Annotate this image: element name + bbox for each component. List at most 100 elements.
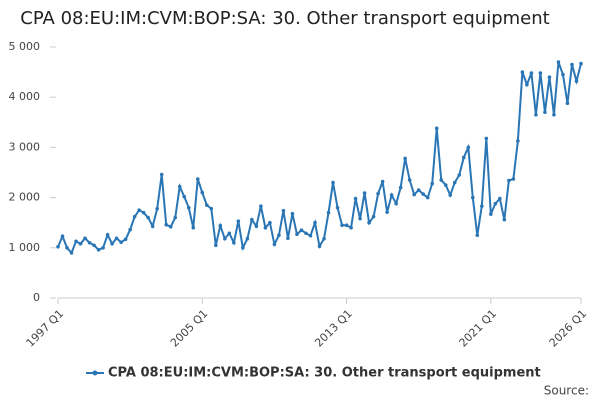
point <box>92 243 96 248</box>
point <box>344 223 349 228</box>
point <box>268 220 272 225</box>
y-tick-label: 5 000 <box>9 40 41 53</box>
point <box>69 251 74 255</box>
point <box>470 195 475 200</box>
point <box>322 236 326 241</box>
point <box>461 155 466 160</box>
point <box>195 177 200 181</box>
point <box>200 190 205 195</box>
point <box>398 185 403 190</box>
point <box>493 201 498 206</box>
point <box>254 224 259 229</box>
point <box>78 241 83 246</box>
point <box>182 194 187 199</box>
point <box>534 112 538 117</box>
point <box>272 242 277 247</box>
point <box>87 240 92 245</box>
point <box>209 206 214 211</box>
point <box>475 233 480 238</box>
point <box>146 215 150 220</box>
point <box>466 145 471 150</box>
point <box>362 191 367 195</box>
x-tick-label: 2021 Q1 <box>457 307 500 350</box>
legend-marker <box>92 370 98 376</box>
point <box>452 180 457 185</box>
point <box>308 233 313 238</box>
point <box>132 214 137 219</box>
source: Source: <box>544 384 589 398</box>
y-tick-label: 1 000 <box>9 241 41 254</box>
x-tick-label: 2005 Q1 <box>168 307 211 350</box>
point <box>114 236 119 241</box>
point <box>326 210 331 215</box>
point <box>552 112 556 117</box>
x-tick-label: 2026 Q1 <box>547 307 590 350</box>
point <box>128 227 132 232</box>
point <box>218 223 223 228</box>
point <box>74 239 78 244</box>
point <box>191 225 196 230</box>
point <box>367 220 371 225</box>
point <box>110 241 114 246</box>
point <box>232 240 236 245</box>
point <box>65 246 69 250</box>
point <box>480 204 484 208</box>
point <box>389 193 394 197</box>
point <box>259 204 263 208</box>
point <box>403 156 407 161</box>
point <box>317 244 322 249</box>
point <box>394 201 398 206</box>
point <box>83 236 87 241</box>
point <box>137 208 141 212</box>
point <box>579 61 583 66</box>
point <box>204 203 209 207</box>
point <box>286 236 290 241</box>
point <box>520 70 525 74</box>
point <box>214 243 218 248</box>
point <box>141 210 146 215</box>
x-tick-label: 2013 Q1 <box>312 307 355 350</box>
point <box>159 172 164 177</box>
point <box>277 233 281 238</box>
point <box>250 217 254 222</box>
point <box>299 228 304 233</box>
point <box>304 231 308 236</box>
y-tick-label: 0 <box>33 291 40 304</box>
point <box>412 192 416 197</box>
point <box>407 178 412 182</box>
point <box>119 240 123 245</box>
point <box>538 71 543 75</box>
point <box>457 173 462 177</box>
point <box>123 237 128 242</box>
point <box>498 196 502 201</box>
point <box>349 225 353 230</box>
point <box>543 110 547 115</box>
point <box>358 216 362 221</box>
point <box>60 234 65 239</box>
point <box>448 193 453 197</box>
point <box>353 196 358 201</box>
point <box>236 219 241 223</box>
point <box>421 192 425 196</box>
point <box>263 225 268 230</box>
point <box>164 222 169 227</box>
point <box>173 215 178 220</box>
line <box>57 61 582 255</box>
legend-label: CPA 08:EU:IM:CVM:BOP:SA: 30. Other trans… <box>108 366 541 381</box>
point <box>56 244 60 249</box>
point <box>489 212 493 216</box>
point <box>186 205 191 210</box>
point <box>241 246 245 250</box>
point <box>507 178 511 183</box>
point <box>547 75 552 79</box>
y-tick-label: 2 000 <box>9 191 41 204</box>
point <box>511 177 516 181</box>
point <box>295 232 299 237</box>
point <box>439 178 444 182</box>
point <box>380 179 385 184</box>
point <box>385 210 389 214</box>
point <box>227 231 232 236</box>
point <box>96 248 101 252</box>
chart-title: CPA 08:EU:IM:CVM:BOP:SA: 30. Other trans… <box>20 8 549 29</box>
